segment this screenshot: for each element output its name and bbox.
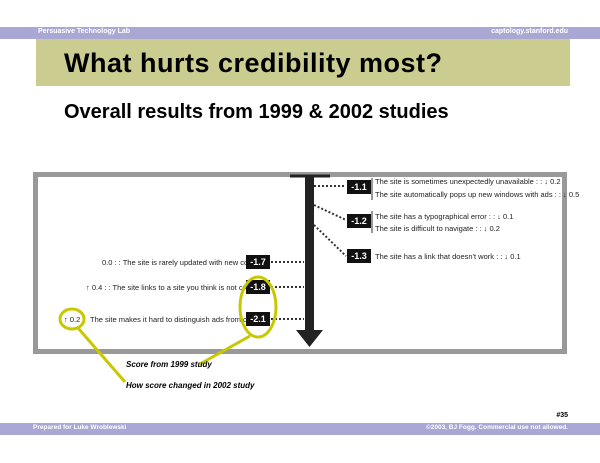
score-badge: -2.1	[246, 312, 270, 326]
right-item-text: The site has a typographical error : : ↓…	[375, 212, 514, 221]
left-item-text: 0.0 : : The site is rarely updated with …	[102, 258, 265, 267]
change-callout-label: How score changed in 2002 study	[126, 381, 255, 390]
left-item-text: The site makes it hard to distinguish ad…	[90, 315, 268, 324]
change-callout-line	[76, 327, 127, 383]
right-item-text: The site is sometimes unexpectedly unava…	[375, 177, 561, 186]
change-value: ↑ 0.2	[64, 315, 81, 324]
score-badge: -1.8	[246, 280, 270, 294]
header-bar: Persuasive Technology Lab captology.stan…	[0, 27, 600, 39]
slide-subtitle: Overall results from 1999 & 2002 studies	[64, 101, 449, 123]
score-highlight-circle	[238, 275, 278, 339]
footer-bar: Prepared for Luke Wroblewski ©2003, BJ F…	[0, 423, 600, 435]
slide-number: #35	[556, 412, 568, 419]
left-connectors	[271, 261, 304, 320]
score-callout-line	[199, 334, 251, 366]
right-item-text: The site automatically pops up new windo…	[375, 190, 580, 199]
site-url: captology.stanford.edu	[491, 28, 568, 35]
score-badge: -1.7	[246, 255, 270, 269]
change-highlight-circle	[58, 307, 86, 331]
right-item-text: The site has a link that doesn't work : …	[375, 252, 521, 261]
score-badge: -1.2	[347, 214, 371, 228]
score-badge: -1.1	[347, 180, 371, 194]
title-band	[36, 39, 570, 86]
copyright: ©2003, BJ Fogg. Commercial use not allow…	[425, 424, 568, 431]
axis-arrow-head	[296, 330, 323, 347]
score-badge: -1.3	[347, 249, 371, 263]
axis-bar	[305, 176, 314, 331]
right-connectors	[313, 185, 347, 257]
slide-title: What hurts credibility most?	[64, 48, 443, 78]
right-item-text: The site is difficult to navigate : : ↓ …	[375, 224, 500, 233]
prepared-for: Prepared for Luke Wroblewski	[33, 424, 127, 431]
lab-name: Persuasive Technology Lab	[38, 28, 131, 35]
left-item-text: ↑ 0.4 : : The site links to a site you t…	[86, 283, 266, 292]
score-callout-label: Score from 1999 study	[126, 360, 212, 369]
